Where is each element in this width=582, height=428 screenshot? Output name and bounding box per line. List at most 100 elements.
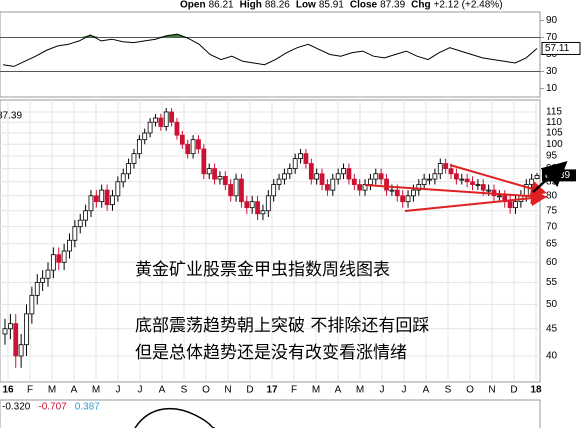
header-value: 87.39 (380, 0, 405, 11)
x-tick-label: F (291, 385, 297, 396)
x-tick-label: O (202, 385, 210, 396)
last-left: 87.39 (0, 111, 22, 122)
candle-body (222, 176, 228, 185)
candle-body (153, 117, 158, 123)
candle-body (169, 111, 174, 123)
header-value: 86.21 (209, 0, 234, 11)
candle-body (179, 134, 185, 145)
x-tick-label: A (423, 385, 430, 396)
x-tick-label: A (159, 385, 166, 396)
last-value: 57.11 (545, 43, 570, 54)
candle-body (244, 201, 250, 209)
candle-body (368, 178, 373, 185)
header-label: Low (296, 0, 316, 11)
candle-body (18, 344, 24, 357)
x-tick-label: A (71, 385, 78, 396)
candle-body (110, 195, 115, 206)
candle-body (287, 168, 293, 175)
candle-body (67, 239, 72, 252)
y-tick-label: 45 (546, 323, 558, 334)
candle-body (351, 178, 357, 185)
candle-body (136, 139, 142, 155)
indicator-value: 0.387 (75, 402, 100, 413)
x-tick-label: 17 (266, 385, 278, 396)
x-tick-label: 18 (530, 385, 542, 396)
arrow (532, 160, 568, 193)
header-value: +2.12 (+2.48%) (434, 0, 503, 11)
y-tick-label: 30 (546, 66, 558, 77)
header-label: High (240, 0, 262, 11)
candle-body (459, 178, 465, 181)
x-tick-label: M (312, 385, 320, 396)
y-tick-label: 70 (546, 221, 558, 232)
x-tick-label: F (27, 385, 33, 396)
candle-body (93, 195, 99, 203)
candle-body (394, 189, 400, 197)
candle-body (72, 226, 78, 241)
candle-body (464, 178, 470, 183)
candle-body (432, 173, 438, 180)
candle-body (507, 201, 513, 209)
header-value: 85.91 (319, 0, 344, 11)
candle-body (308, 163, 314, 180)
indicator-panel (0, 399, 541, 428)
candle-body (389, 189, 395, 192)
x-tick-label: J (402, 385, 407, 396)
candle-body (453, 173, 459, 180)
candle-body (239, 178, 244, 203)
candle-body (88, 195, 94, 212)
y-tick-label: 115 (546, 107, 562, 118)
candle-body (83, 210, 89, 221)
x-tick-label: 16 (2, 385, 14, 396)
candle-body (319, 173, 325, 185)
candle-body (131, 153, 137, 164)
candle-body (416, 184, 422, 191)
last-box (541, 41, 581, 55)
indicator-value: -0.707 (38, 402, 67, 413)
x-tick-label: J (138, 385, 143, 396)
candle-body (45, 269, 51, 279)
candle-body (341, 168, 346, 175)
y-tick-label: 75 (546, 205, 558, 216)
candle-body (314, 173, 320, 180)
candle-body (24, 313, 29, 346)
candle-body (126, 163, 131, 175)
candle-body (56, 254, 62, 263)
candle-body (292, 158, 298, 169)
candle-body (427, 178, 432, 181)
y-tick-label: 50 (546, 299, 558, 310)
candle-body (276, 178, 282, 185)
price-panel (0, 99, 541, 383)
candle-body (120, 173, 126, 183)
candle-body (335, 173, 341, 180)
candle-body (206, 168, 212, 175)
y-tick-label: 10 (546, 83, 558, 94)
arrow (364, 184, 547, 205)
candle-body (147, 121, 153, 134)
x-tick-label: M (48, 385, 56, 396)
x-tick-label: J (116, 385, 121, 396)
candle-body (437, 163, 443, 175)
y-tick-label: 100 (546, 139, 563, 150)
candle-body (249, 201, 255, 209)
candle-body (260, 210, 266, 215)
candle-body (99, 189, 105, 203)
candle-body (534, 174, 540, 179)
candle-body (233, 178, 239, 197)
x-tick-label: D (510, 385, 517, 396)
rsi-panel (0, 11, 541, 98)
candle-body (77, 219, 83, 228)
y-tick-label: 110 (546, 117, 562, 128)
candle-body (470, 181, 475, 185)
candle-body (443, 163, 449, 169)
candle-body (50, 254, 56, 271)
candle-body (448, 168, 454, 175)
candle-body (2, 328, 8, 335)
header-value: 88.26 (265, 0, 290, 11)
candle-body (486, 189, 492, 192)
candle-body (378, 173, 384, 180)
candle-body (115, 181, 121, 197)
candle-body (7, 323, 13, 330)
candle-body (104, 189, 110, 206)
